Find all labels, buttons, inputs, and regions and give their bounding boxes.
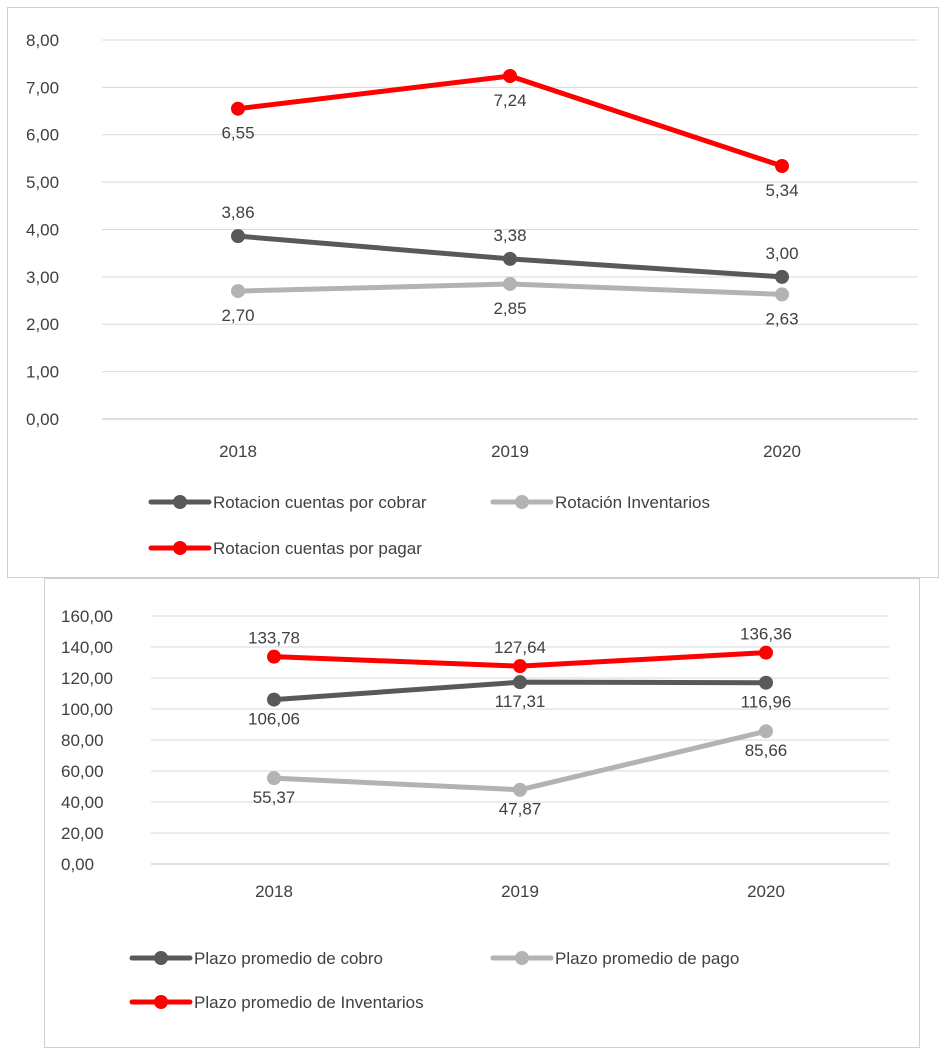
y-tick-label: 8,00 bbox=[26, 31, 59, 50]
data-point bbox=[267, 649, 281, 664]
legend-label: Plazo promedio de Inventarios bbox=[194, 993, 424, 1012]
x-tick-label: 2018 bbox=[255, 882, 293, 901]
data-label: 2,70 bbox=[221, 306, 254, 325]
x-tick-label: 2020 bbox=[763, 442, 801, 461]
data-point bbox=[503, 276, 517, 291]
y-tick-label: 4,00 bbox=[26, 220, 59, 239]
chart-plazos: 0,00 20,00 40,00 60,00 80,00 100,00 120,00 140,… bbox=[44, 578, 920, 1048]
y-tick-label: 100,00 bbox=[61, 700, 113, 719]
y-tick-label: 40,00 bbox=[61, 793, 104, 812]
legend-marker bbox=[515, 951, 529, 965]
legend-label: Rotación Inventarios bbox=[555, 493, 710, 512]
series-line bbox=[235, 73, 785, 169]
legend-label: Plazo promedio de pago bbox=[555, 949, 739, 968]
y-tick-label: 3,00 bbox=[26, 268, 59, 287]
data-point bbox=[775, 159, 789, 174]
y-tick-label: 7,00 bbox=[26, 78, 59, 97]
data-label: 106,06 bbox=[248, 710, 300, 729]
data-point bbox=[775, 287, 789, 302]
y-tick-label: 5,00 bbox=[26, 173, 59, 192]
legend-label: Plazo promedio de cobro bbox=[194, 949, 383, 968]
legend-marker bbox=[515, 495, 529, 509]
data-point bbox=[513, 675, 527, 690]
legend-label: Rotacion cuentas por pagar bbox=[213, 539, 422, 558]
data-label: 3,86 bbox=[221, 203, 254, 222]
y-tick-label: 2,00 bbox=[26, 315, 59, 334]
data-point bbox=[267, 692, 281, 707]
data-label: 3,38 bbox=[493, 226, 526, 245]
legend-marker bbox=[154, 995, 168, 1009]
legend-marker bbox=[173, 495, 187, 509]
data-label: 117,31 bbox=[495, 692, 546, 711]
data-label: 6,55 bbox=[221, 124, 254, 143]
data-label: 133,78 bbox=[248, 629, 300, 648]
data-point bbox=[231, 101, 245, 116]
data-point bbox=[231, 229, 245, 244]
legend-marker bbox=[154, 951, 168, 965]
data-label: 47,87 bbox=[499, 800, 542, 819]
data-label: 7,24 bbox=[493, 91, 526, 110]
chart-plazos-svg: 0,00 20,00 40,00 60,00 80,00 100,00 120,00 140,… bbox=[61, 607, 889, 1012]
data-point bbox=[775, 269, 789, 284]
y-tick-label: 120,00 bbox=[61, 669, 113, 688]
y-tick-label: 6,00 bbox=[26, 126, 59, 145]
legend-label: Rotacion cuentas por cobrar bbox=[213, 493, 427, 512]
data-label: 2,63 bbox=[765, 309, 798, 328]
data-label: 127,64 bbox=[494, 638, 546, 657]
data-label: 3,00 bbox=[765, 244, 798, 263]
y-tick-label: 0,00 bbox=[26, 410, 59, 429]
data-point bbox=[513, 782, 527, 797]
data-point bbox=[759, 675, 773, 690]
x-tick-label: 2018 bbox=[219, 442, 257, 461]
legend-marker bbox=[173, 541, 187, 555]
data-label: 136,36 bbox=[740, 625, 792, 644]
y-tick-label: 0,00 bbox=[61, 855, 94, 874]
data-point bbox=[231, 284, 245, 299]
y-tick-label: 140,00 bbox=[61, 638, 113, 657]
data-point bbox=[759, 645, 773, 660]
data-label: 2,85 bbox=[493, 299, 526, 318]
y-tick-label: 80,00 bbox=[61, 731, 104, 750]
chart-rotaciones: 0,00 1,00 2,00 3,00 4,00 5,00 6,00 7,00 8,00 2018… bbox=[7, 7, 939, 578]
data-label: 85,66 bbox=[745, 741, 788, 760]
y-tick-label: 20,00 bbox=[61, 824, 104, 843]
x-tick-label: 2019 bbox=[501, 882, 539, 901]
data-label: 116,96 bbox=[741, 693, 792, 712]
data-label: 5,34 bbox=[765, 181, 798, 200]
y-tick-label: 1,00 bbox=[26, 363, 59, 382]
data-label: 55,37 bbox=[253, 788, 296, 807]
x-tick-label: 2020 bbox=[747, 882, 785, 901]
data-point bbox=[503, 69, 517, 84]
y-tick-label: 60,00 bbox=[61, 762, 104, 781]
data-point bbox=[513, 659, 527, 674]
data-point bbox=[759, 724, 773, 739]
chart-rotaciones-svg: 0,00 1,00 2,00 3,00 4,00 5,00 6,00 7,00 8,00 2018… bbox=[26, 31, 918, 558]
data-point bbox=[267, 771, 281, 786]
y-tick-label: 160,00 bbox=[61, 607, 113, 626]
x-tick-label: 2019 bbox=[491, 442, 529, 461]
data-point bbox=[503, 251, 517, 266]
